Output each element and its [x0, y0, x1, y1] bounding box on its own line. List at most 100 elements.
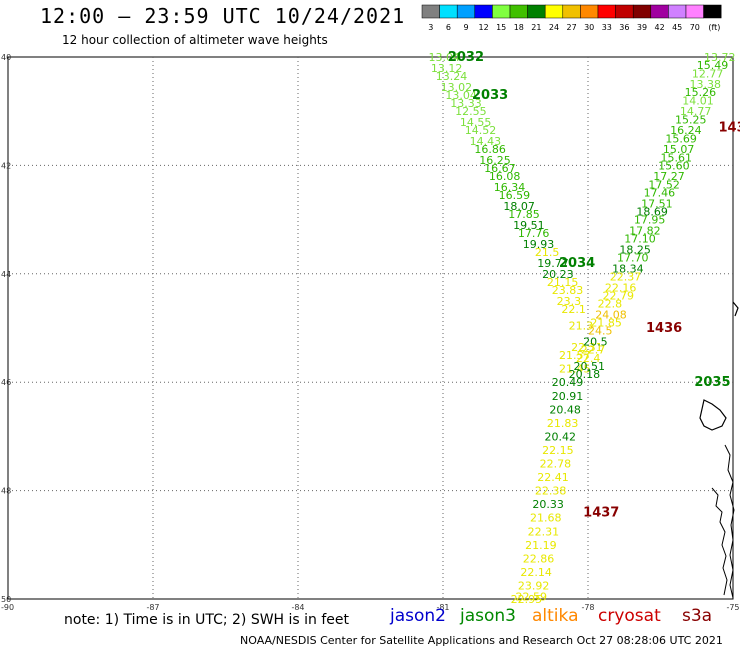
scale-swatch	[421, 4, 440, 19]
wave-height-label: 17.95	[634, 214, 666, 227]
scale-label: 21	[531, 23, 541, 32]
scale-swatch	[544, 4, 564, 19]
x-corner-label: -90	[1, 603, 14, 612]
wave-height-label: 15.61	[661, 151, 693, 164]
wave-height-label: 22.8	[598, 298, 623, 311]
wave-height-label: 17.76	[518, 227, 550, 240]
wave-height-label: 20.23	[542, 268, 574, 281]
wave-height-label: 20.42	[545, 430, 577, 443]
track-time-label: 2034	[559, 256, 595, 271]
wave-height-label: 14.01	[682, 94, 714, 107]
wave-height-label: 20.5	[583, 336, 608, 349]
wave-height-label: 17.70	[617, 252, 649, 265]
wave-height-label: 19.51	[513, 219, 545, 232]
scale-label: 12	[479, 23, 489, 32]
wave-height-label: 21.15	[547, 276, 579, 289]
wave-height-label: 13.02	[441, 81, 473, 94]
wave-height-label: 21.3	[569, 319, 594, 332]
track-time-label: 1437	[583, 505, 619, 520]
x-tick-label: -81	[436, 603, 449, 612]
wave-height-label: 13.12	[431, 62, 463, 75]
mission-jason2: jason2	[390, 606, 446, 626]
scale-label: 6	[446, 23, 451, 32]
scale-label: 15	[496, 23, 506, 32]
wave-height-label: 18.07	[503, 200, 534, 213]
scale-swatch	[474, 4, 493, 19]
wave-height-label: 21.83	[547, 417, 579, 430]
footnote: note: 1) Time is in UTC; 2) SWH is in fe…	[64, 612, 350, 628]
wave-height-label: 13.04	[429, 51, 461, 64]
wave-height-label: 20.48	[549, 403, 581, 416]
wave-height-label: 21.68	[530, 512, 562, 525]
x-tick-label: -75	[726, 603, 739, 612]
wave-height-label: 16.08	[489, 170, 520, 183]
wave-height-label: 13.38	[690, 78, 722, 91]
scale-label: 27	[567, 23, 577, 32]
wave-height-label: 23.92	[518, 579, 550, 592]
wave-height-label: 15.69	[665, 132, 697, 145]
wave-height-label: 17.46	[644, 187, 676, 200]
wave-height-label: 20.18	[569, 368, 601, 381]
wave-height-label: 22.31	[571, 341, 603, 354]
scale-label: 42	[655, 23, 665, 32]
scale-label: 18	[514, 23, 524, 32]
scale-swatch	[509, 4, 528, 19]
wave-height-label: 19.93	[523, 238, 555, 251]
wave-height-label: 22.59	[516, 590, 548, 603]
mission-cryosat: cryosat	[598, 606, 661, 626]
wave-height-label: 16.34	[494, 181, 526, 194]
wave-height-label: 18.34	[612, 262, 644, 275]
wave-height-label: 14.52	[465, 124, 497, 137]
track-time-label: 2035	[694, 375, 730, 390]
mission-jason3: jason3	[460, 606, 516, 626]
grid-lines	[8, 57, 733, 599]
wave-height-label: 16.25	[479, 154, 511, 167]
wave-height-label: 15.26	[685, 86, 717, 99]
scale-swatch	[456, 4, 476, 19]
wave-height-label: 18.69	[636, 205, 668, 218]
scale-swatch	[580, 4, 599, 19]
wave-height-label: 14.55	[460, 116, 492, 129]
wave-height-label: 17.27	[653, 170, 685, 183]
wave-height-label: 22.31	[528, 525, 560, 538]
axis-labels: 40 42 44 46 48 50 -87 -84 -81 -78 -75 -90	[1, 53, 740, 612]
y-tick-label: 46	[1, 378, 11, 387]
scale-swatch	[632, 4, 652, 19]
wave-height-label: 20.51	[574, 360, 606, 373]
scale-swatch	[650, 4, 669, 19]
scale-label: 24	[549, 23, 559, 32]
wave-height-label: 22.95	[511, 593, 542, 606]
y-tick-label: 40	[1, 53, 11, 62]
wave-height-label: 15.60	[658, 159, 690, 172]
wave-height-label: 15.49	[697, 59, 729, 72]
chart-subtitle: 12 hour collection of altimeter wave hei…	[62, 33, 328, 47]
wave-height-label: 14.77	[680, 105, 712, 118]
wave-height-label: 20.91	[552, 390, 584, 403]
wave-height-label: 17.51	[641, 197, 673, 210]
scale-label: 36	[619, 23, 629, 32]
wave-height-label: 23.83	[552, 284, 584, 297]
wave-height-label: 13.72	[704, 51, 736, 64]
wave-height-label: 16.24	[670, 124, 702, 137]
track-time-label: 2032	[448, 50, 484, 65]
scale-label: 9	[463, 23, 468, 32]
scale-swatch	[527, 4, 546, 19]
wave-height-label: 22.86	[523, 552, 555, 565]
wave-height-label: 17.52	[648, 178, 680, 191]
wave-height-label: 14.43	[470, 135, 502, 148]
data-points: 13.0413.1213.2413.0213.0413.3312.5514.55…	[429, 51, 736, 606]
x-tick-label: -87	[146, 603, 159, 612]
wave-height-label: 20.49	[552, 376, 584, 389]
wave-height-label: 21.45	[559, 363, 591, 376]
scale-label: 30	[584, 23, 594, 32]
plot-frame	[7, 56, 734, 600]
track-time-labels: 2032 2033 2034 2035 1436 1437 1435	[448, 50, 740, 520]
scale-swatch	[562, 4, 581, 19]
scale-swatch	[703, 4, 722, 19]
wave-height-label: 22.41	[537, 471, 569, 484]
wave-height-label: 16.67	[484, 162, 516, 175]
wave-height-label: 22.15	[542, 444, 574, 457]
wave-height-label: 22.14	[520, 566, 552, 579]
wave-height-label: 12.77	[692, 67, 724, 80]
chart-title: 12:00 – 23:59 UTC 10/24/2021	[40, 4, 406, 28]
